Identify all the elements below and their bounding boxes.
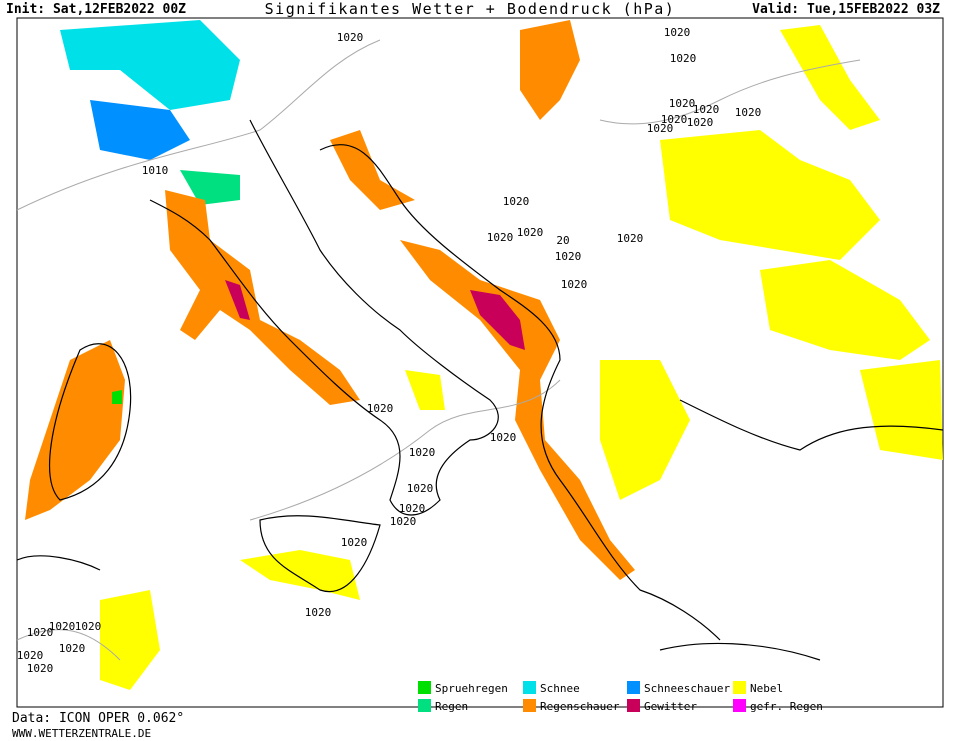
isobar-label: 1020	[27, 662, 54, 675]
legend-swatch	[418, 699, 431, 712]
isobar-line	[599, 59, 861, 125]
isobar-line	[249, 379, 561, 521]
legend-swatch	[627, 699, 640, 712]
map-title: Signifikantes Wetter + Bodendruck (hPa)	[265, 0, 676, 18]
website: WWW.WETTERZENTRALE.DE	[12, 727, 151, 740]
legend-label: Gewitter	[644, 700, 697, 713]
isobar-label: 1020	[59, 642, 86, 655]
shower-area	[520, 20, 580, 120]
isobar-label: 20	[556, 234, 569, 247]
isobar-label: 1020	[367, 402, 394, 415]
legend-label: Regen	[435, 700, 468, 713]
isobar-label: 1020	[487, 231, 514, 244]
legend-swatch	[733, 699, 746, 712]
isobar-label: 1020	[561, 278, 588, 291]
thunder-area	[225, 280, 250, 320]
isobar-line	[16, 629, 121, 661]
legend-swatch	[523, 681, 536, 694]
fog-area	[240, 550, 360, 600]
coastline	[659, 642, 821, 661]
fog-area	[780, 25, 880, 130]
isobar-label: 1020	[617, 232, 644, 245]
coastline	[149, 119, 499, 516]
shower-area	[400, 240, 635, 580]
legend-swatch	[418, 681, 431, 694]
isobar-label: 1010	[142, 164, 169, 177]
isobar-label: 1020	[27, 626, 54, 639]
isobar-label: 1020	[49, 620, 76, 633]
isobar-label: 1020	[75, 620, 102, 633]
valid-time: Valid: Tue,15FEB2022 03Z	[752, 2, 940, 17]
coastline	[259, 515, 381, 593]
legend-label: gefr. Regen	[750, 700, 823, 713]
isobar-label: 1020	[17, 649, 44, 662]
legend-label: Regenschauer	[540, 700, 620, 713]
legend-swatch	[733, 681, 746, 694]
thunder-area	[470, 290, 525, 350]
fog-area	[760, 260, 930, 360]
isobar-label: 1020	[390, 515, 417, 528]
isobar-label: 1020	[687, 116, 714, 129]
fog-area	[860, 360, 943, 460]
snow-area	[60, 20, 240, 110]
isobar-label: 1020	[407, 482, 434, 495]
coastlines	[16, 119, 944, 661]
data-source: Data: ICON OPER 0.062°	[12, 711, 184, 726]
isobar-label: 1020	[735, 106, 762, 119]
fog-area	[660, 130, 880, 260]
coastline	[319, 144, 721, 641]
isobar-label: 1020	[341, 536, 368, 549]
legend: Spruehregen Schnee Schneeschauer Nebel Regen…	[418, 681, 823, 713]
coastline	[49, 343, 132, 501]
isobar-label: 1020	[409, 446, 436, 459]
legend-label: Spruehregen	[435, 682, 508, 695]
shower-area	[165, 190, 360, 405]
coastline	[679, 399, 944, 451]
isobar-label: 1020	[555, 250, 582, 263]
isobar-label: 1020	[337, 31, 364, 44]
legend-swatch	[523, 699, 536, 712]
legend-label: Nebel	[750, 682, 783, 695]
init-time: Init: Sat,12FEB2022 00Z	[6, 2, 186, 17]
fog-area	[405, 370, 445, 410]
drizzle-area	[112, 390, 122, 404]
fog-area	[100, 590, 160, 690]
isobar-label: 1020	[661, 113, 688, 126]
isobar-label: 1020	[490, 431, 517, 444]
isobar-label: 1020	[517, 226, 544, 239]
isobar-label: 1020	[503, 195, 530, 208]
isobar-label: 1020	[664, 26, 691, 39]
isobar-line	[16, 39, 381, 211]
isobars	[16, 39, 861, 661]
isobar-label: 1020	[399, 502, 426, 515]
isobar-label: 1020	[670, 52, 697, 65]
isobar-label: 1020	[669, 97, 696, 110]
rain-area	[180, 170, 240, 205]
snow-shower-area	[90, 100, 190, 160]
coastline	[16, 555, 101, 571]
fog-area	[600, 360, 690, 500]
isobar-label: 1020	[693, 103, 720, 116]
legend-label: Schneeschauer	[644, 682, 730, 695]
isobar-label: 1020	[305, 606, 332, 619]
legend-swatch	[627, 681, 640, 694]
legend-label: Schnee	[540, 682, 580, 695]
isobar-label: 1020	[647, 122, 674, 135]
